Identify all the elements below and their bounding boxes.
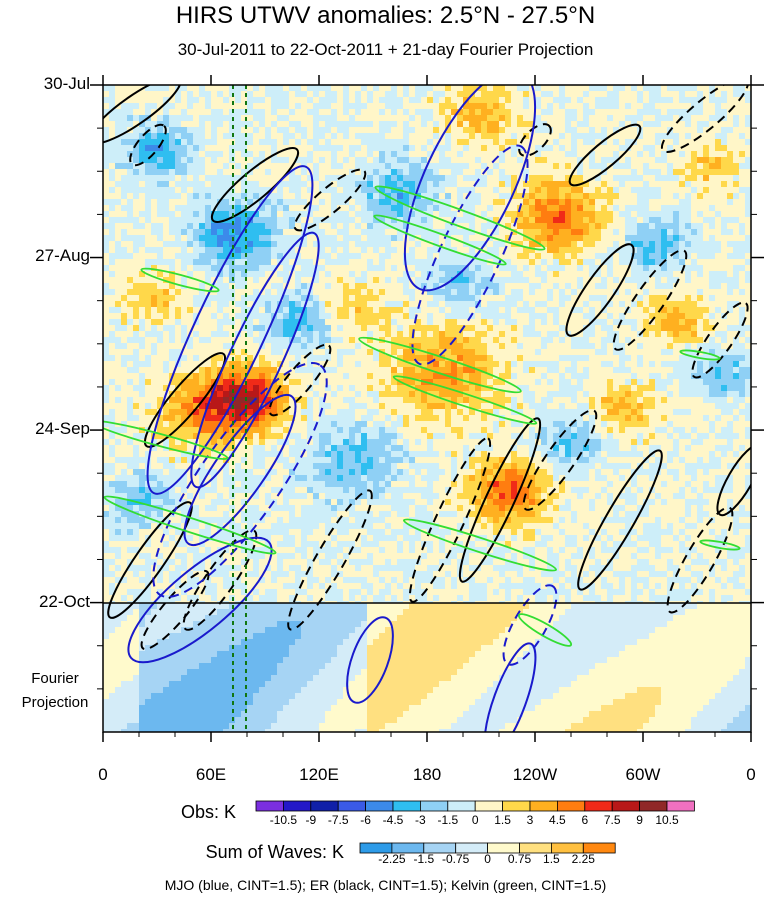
contour-line <box>518 123 552 157</box>
y-tick-label-24sep: 24-Sep <box>35 419 90 438</box>
contour-line <box>408 437 492 603</box>
contour-line <box>346 616 394 704</box>
obs-colorbar-level-label: -1.5 <box>437 813 459 827</box>
fourier-projection-label: Fourier Projection <box>10 667 100 715</box>
obs-colorbar-swatch <box>310 800 339 812</box>
contour-line <box>483 642 537 732</box>
contour-line <box>699 539 741 551</box>
projection-label-line-1: Fourier <box>31 670 79 687</box>
obs-colorbar-swatch <box>584 800 613 812</box>
x-tick-label-0: 0 <box>98 765 108 784</box>
contour-line <box>679 349 721 361</box>
obs-colorbar-swatch <box>474 800 504 812</box>
waves-colorbar-title: Sum of Waves: K <box>205 842 344 862</box>
obs-colorbar-level-label: 3 <box>526 813 534 827</box>
waves-colorbar-level-label: -1.5 <box>413 852 435 866</box>
obs-colorbar-swatch <box>419 800 449 812</box>
obs-colorbar-swatch <box>255 800 284 812</box>
contour-line <box>268 343 332 417</box>
contour-line <box>402 518 558 572</box>
contour-line <box>565 243 635 337</box>
obs-colorbar-swatch <box>282 800 312 812</box>
x-tick-label-60w: 60W <box>625 765 661 784</box>
chart-subtitle: 30-Jul-2011 to 22-Oct-2011 + 21-day Four… <box>177 40 594 59</box>
waves-colorbar-level-label: 0 <box>484 852 491 866</box>
obs-colorbar-level-label: 6 <box>581 813 589 827</box>
contour-line <box>666 506 734 614</box>
obs-colorbar-title: Obs: K <box>180 802 236 822</box>
waves-colorbar-level-label: 1.5 <box>543 852 560 866</box>
contour-line <box>458 417 542 583</box>
contour-line <box>373 214 507 266</box>
y-tick-label-22oct: 22-Oct <box>38 592 90 611</box>
waves-colorbar-level-label: -2.25 <box>378 852 406 866</box>
contour-line <box>143 352 227 448</box>
anomaly-field <box>103 85 751 732</box>
obs-colorbar-level-label: -9 <box>305 813 317 827</box>
contour-line <box>182 529 258 631</box>
contour-line <box>502 584 558 666</box>
x-tick-label-360: 0 <box>746 765 756 784</box>
contour-line <box>411 144 529 366</box>
contour-line <box>103 495 277 555</box>
obs-colorbar-swatch <box>666 800 695 812</box>
obs-colorbar-level-label: 0 <box>471 813 479 827</box>
axis-ticks <box>90 75 764 742</box>
contour-line <box>374 185 546 251</box>
obs-colorbar-level-label: -10.5 <box>269 813 298 827</box>
contour-line <box>140 267 220 293</box>
obs-colorbar-swatch <box>557 800 586 812</box>
contour-line <box>183 393 297 547</box>
obs-colorbar-level-label: 10.5 <box>655 813 679 827</box>
obs-colorbar-level-label: -3 <box>415 813 426 827</box>
waves-colorbar-level-label: -0.75 <box>442 852 470 866</box>
contour-line <box>190 231 320 489</box>
contour-line <box>577 449 663 591</box>
x-tick-label-60e: 60E <box>195 765 227 784</box>
contour-line <box>127 536 273 664</box>
contour-line <box>568 123 642 187</box>
contour-line <box>612 249 688 351</box>
obs-colorbar-level-label: 4.5 <box>549 813 566 827</box>
contour-line <box>129 123 167 167</box>
contour-line <box>287 489 373 631</box>
contour-line <box>517 613 573 647</box>
obs-colorbar-swatch <box>502 800 531 812</box>
obs-colorbar-level-label: 9 <box>636 813 643 827</box>
obs-colorbar-swatch <box>337 800 367 812</box>
obs-colorbar-swatch <box>447 800 476 812</box>
obs-colorbar-swatch <box>639 800 668 812</box>
contour-line <box>107 501 193 619</box>
waves-colorbar-level-label: 2.25 <box>571 852 595 866</box>
contour-line <box>358 336 522 394</box>
obs-colorbar-swatch <box>392 800 421 812</box>
contour-line <box>403 85 537 292</box>
x-tick-label-120w: 120W <box>512 765 558 784</box>
contour-line <box>522 409 598 511</box>
chart-title: HIRS UTWV anomalies: 2.5°N - 27.5°N <box>175 2 596 29</box>
obs-colorbar-level-label: -4.5 <box>382 813 404 827</box>
contour-line <box>103 85 182 145</box>
obs-colorbar-swatch <box>365 800 394 812</box>
y-tick-label-27aug: 27-Aug <box>35 246 90 265</box>
obs-colorbar-level-label: -7.5 <box>327 813 349 827</box>
contour-line <box>103 420 229 460</box>
x-tick-label-120e: 120E <box>299 765 339 784</box>
wave-contours <box>103 85 751 732</box>
contour-line <box>140 569 210 651</box>
obs-colorbar-level-label: 1.5 <box>494 813 511 827</box>
contour-legend-footer: MJO (blue, CINT=1.5); ER (black, CINT=1.… <box>164 877 607 893</box>
contour-line <box>392 375 538 425</box>
contour-line <box>146 165 314 495</box>
waves-colorbar-swatch <box>582 842 616 854</box>
obs-colorbar-level-label: -6 <box>360 813 371 827</box>
obs-colorbar-swatch <box>611 800 641 812</box>
y-tick-label-30jul: 30-Jul <box>43 74 90 93</box>
obs-colorbar-level-label: 7.5 <box>603 813 621 827</box>
x-tick-label-180: 180 <box>412 765 442 784</box>
obs-colorbar-swatch <box>529 800 558 812</box>
waves-colorbar-level-label: 0.75 <box>507 852 532 866</box>
projection-label-line-2: Projection <box>21 694 89 711</box>
